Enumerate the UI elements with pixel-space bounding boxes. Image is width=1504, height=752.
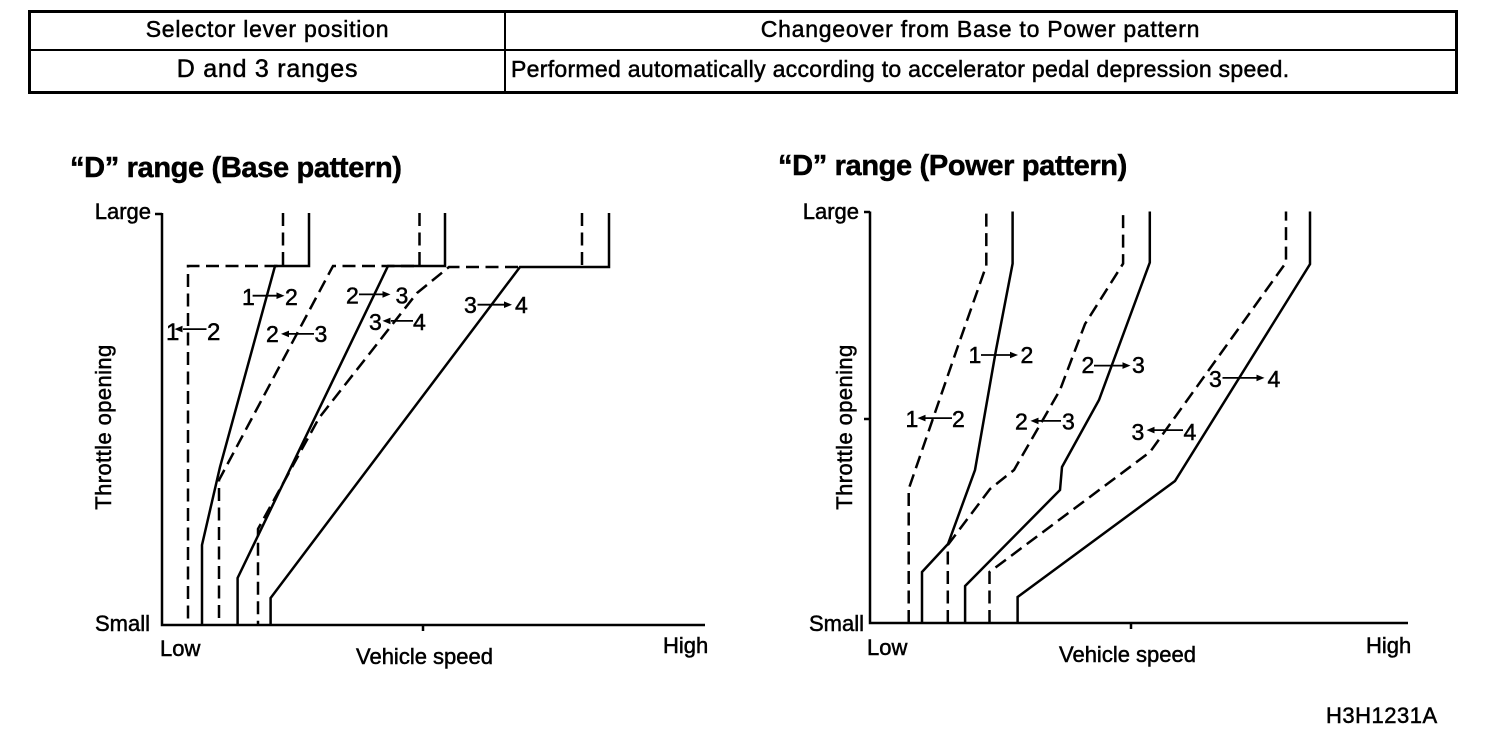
- svg-text:2: 2: [1015, 409, 1028, 435]
- svg-text:2: 2: [285, 284, 298, 310]
- svg-text:2: 2: [1082, 352, 1095, 378]
- svg-text:4: 4: [515, 292, 528, 318]
- svg-text:4: 4: [413, 309, 426, 335]
- svg-text:3: 3: [315, 321, 328, 347]
- svg-text:1: 1: [969, 342, 982, 368]
- svg-text:3: 3: [1062, 409, 1075, 435]
- svg-text:1: 1: [166, 319, 179, 346]
- svg-text:Vehicle speed: Vehicle speed: [1059, 642, 1196, 667]
- svg-text:Throttle opening: Throttle opening: [832, 344, 857, 509]
- svg-text:1: 1: [906, 406, 919, 432]
- svg-text:3: 3: [396, 283, 409, 309]
- svg-text:2: 2: [1021, 342, 1034, 368]
- svg-text:3: 3: [1132, 419, 1145, 445]
- svg-text:4: 4: [1184, 419, 1197, 445]
- svg-text:Low: Low: [867, 635, 907, 660]
- svg-text:Throttle opening: Throttle opening: [91, 344, 116, 509]
- svg-text:2: 2: [207, 319, 220, 346]
- svg-text:Vehicle speed: Vehicle speed: [356, 644, 493, 669]
- svg-text:2: 2: [346, 283, 359, 309]
- svg-text:3: 3: [1209, 366, 1222, 392]
- svg-text:Large: Large: [95, 199, 151, 224]
- svg-text:Large: Large: [803, 199, 859, 224]
- svg-text:3: 3: [464, 292, 477, 318]
- svg-text:Low: Low: [160, 636, 200, 661]
- svg-text:2: 2: [266, 321, 279, 347]
- svg-text:4: 4: [1268, 366, 1281, 392]
- svg-text:High: High: [1366, 633, 1411, 658]
- svg-text:3: 3: [1132, 352, 1145, 378]
- svg-text:High: High: [663, 633, 708, 658]
- svg-text:2: 2: [952, 406, 965, 432]
- svg-text:Small: Small: [95, 611, 150, 636]
- svg-text:Small: Small: [809, 611, 864, 636]
- svg-text:3: 3: [369, 309, 382, 335]
- svg-text:1: 1: [242, 284, 255, 310]
